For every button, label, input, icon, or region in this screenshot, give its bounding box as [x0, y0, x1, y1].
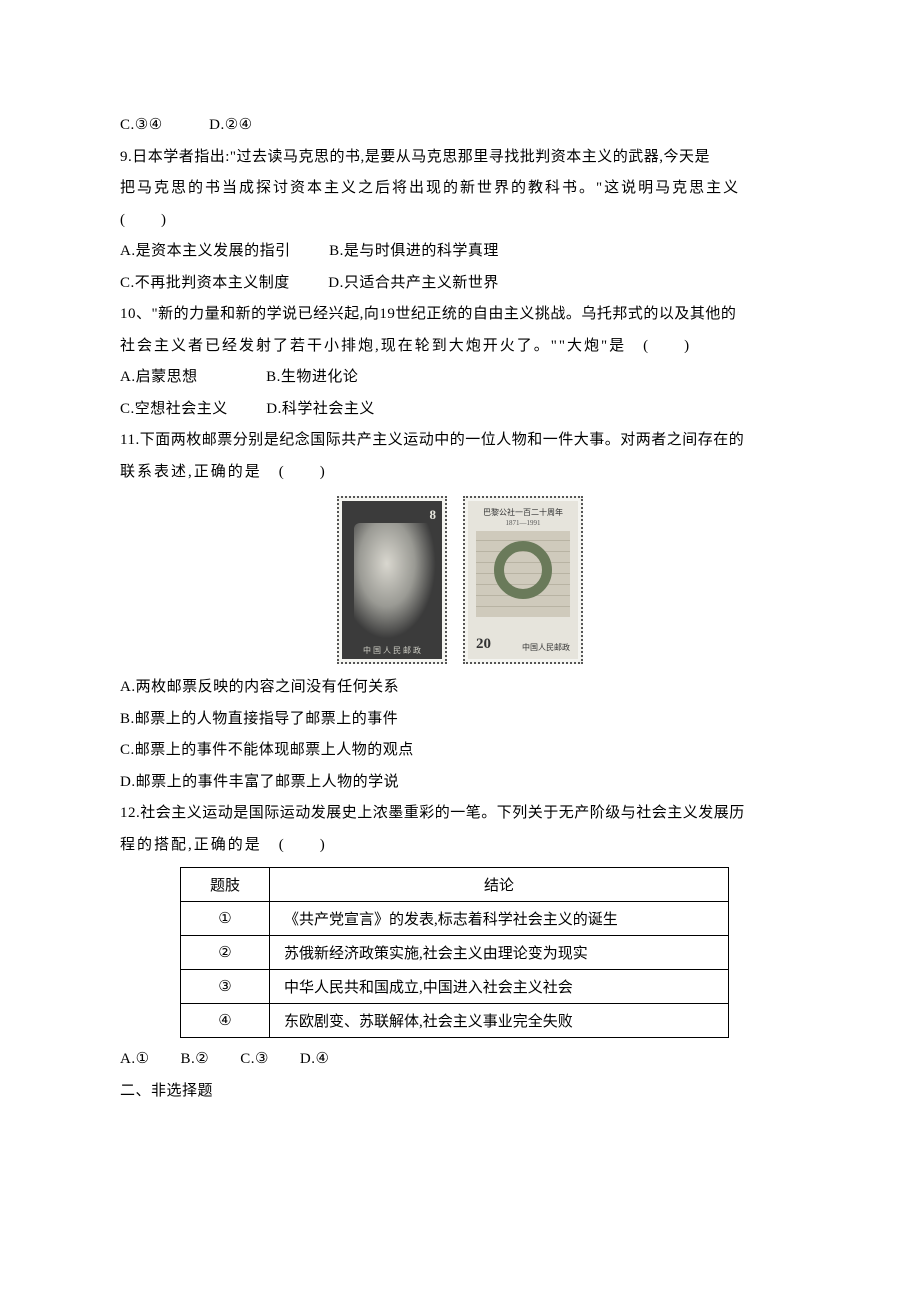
- q10-option-a: A.启蒙思想: [120, 369, 198, 385]
- q10-options-ab: A.启蒙思想 B.生物进化论: [120, 362, 800, 394]
- q12-stem-line2: 程的搭配,正确的是 ( ): [120, 830, 800, 862]
- table-row: ③ 中华人民共和国成立,中国进入社会主义社会: [181, 970, 729, 1004]
- stamp-right-image: 巴黎公社一百二十周年 1871—1991 20 中国人民邮政: [468, 501, 578, 659]
- q9-stem-line1: 9.日本学者指出:"过去读马克思的书,是要从马克思那里寻找批判资本主义的武器,今…: [120, 142, 800, 174]
- table-header-key: 题肢: [181, 868, 270, 902]
- q10-option-c: C.空想社会主义: [120, 401, 228, 417]
- section-2-heading: 二、非选择题: [120, 1076, 800, 1108]
- stamp-right-years: 1871—1991: [468, 519, 578, 527]
- stamp-left-frame: 8 中 国 人 民 邮 政: [337, 496, 447, 664]
- q9-options-ab: A.是资本主义发展的指引 B.是与时俱进的科学真理: [120, 236, 800, 268]
- q9-option-d: D.只适合共产主义新世界: [328, 275, 499, 291]
- wreath-icon: [494, 541, 552, 599]
- q9-stem-line2: 把马克思的书当成探讨资本主义之后将出现的新世界的教科书。"这说明马克思主义 ( …: [120, 173, 800, 236]
- table-cell-key: ④: [181, 1004, 270, 1038]
- table-cell-val: 中华人民共和国成立,中国进入社会主义社会: [270, 970, 729, 1004]
- q11-stem-line1: 11.下面两枚邮票分别是纪念国际共产主义运动中的一位人物和一件大事。对两者之间存…: [120, 425, 800, 457]
- table-row: ② 苏俄新经济政策实施,社会主义由理论变为现实: [181, 936, 729, 970]
- stamp-left-caption: 中 国 人 民 邮 政: [342, 645, 442, 656]
- q9-options-cd: C.不再批判资本主义制度 D.只适合共产主义新世界: [120, 268, 800, 300]
- stamp-left-value: 8: [430, 507, 437, 523]
- q9-option-c: C.不再批判资本主义制度: [120, 275, 290, 291]
- q10-stem-line1: 10、"新的力量和新的学说已经兴起,向19世纪正统的自由主义挑战。乌托邦式的以及…: [120, 299, 800, 331]
- q11-option-c: C.邮票上的事件不能体现邮票上人物的观点: [120, 735, 800, 767]
- document-page: C.③④ D.②④ 9.日本学者指出:"过去读马克思的书,是要从马克思那里寻找批…: [0, 0, 920, 1302]
- stamp-right-issuer: 中国人民邮政: [522, 642, 570, 653]
- q11-option-b: B.邮票上的人物直接指导了邮票上的事件: [120, 704, 800, 736]
- table-header-val: 结论: [270, 868, 729, 902]
- q9-option-b: B.是与时俱进的科学真理: [329, 243, 499, 259]
- q11-stem-line2: 联系表述,正确的是 ( ): [120, 457, 800, 489]
- table-cell-key: ①: [181, 902, 270, 936]
- q11-option-a: A.两枚邮票反映的内容之间没有任何关系: [120, 672, 800, 704]
- q8-options-cd: C.③④ D.②④: [120, 110, 800, 142]
- q12-stem-line1: 12.社会主义运动是国际运动发展史上浓墨重彩的一笔。下列关于无产阶级与社会主义发…: [120, 798, 800, 830]
- stamp-left: 8 中 国 人 民 邮 政: [337, 496, 447, 664]
- table-cell-val: 苏俄新经济政策实施,社会主义由理论变为现实: [270, 936, 729, 970]
- table-row: ④ 东欧剧变、苏联解体,社会主义事业完全失败: [181, 1004, 729, 1038]
- q12-table: 题肢 结论 ① 《共产党宣言》的发表,标志着科学社会主义的诞生 ② 苏俄新经济政…: [180, 867, 729, 1038]
- table-cell-val: 东欧剧变、苏联解体,社会主义事业完全失败: [270, 1004, 729, 1038]
- stamp-right-frame: 巴黎公社一百二十周年 1871—1991 20 中国人民邮政: [463, 496, 583, 664]
- table-cell-key: ②: [181, 936, 270, 970]
- stamp-right: 巴黎公社一百二十周年 1871—1991 20 中国人民邮政: [463, 496, 583, 664]
- q10-options-cd: C.空想社会主义 D.科学社会主义: [120, 394, 800, 426]
- table-row: ① 《共产党宣言》的发表,标志着科学社会主义的诞生: [181, 902, 729, 936]
- q11-stamp-row: 8 中 国 人 民 邮 政 巴黎公社一百二十周年 1871—1991 20 中国…: [120, 496, 800, 664]
- table-cell-key: ③: [181, 970, 270, 1004]
- q10-option-d: D.科学社会主义: [266, 401, 375, 417]
- q12-options: A.① B.② C.③ D.④: [120, 1044, 800, 1076]
- q11-option-d: D.邮票上的事件丰富了邮票上人物的学说: [120, 767, 800, 799]
- stamp-right-value: 20: [476, 636, 491, 653]
- stamp-left-image: 8 中 国 人 民 邮 政: [342, 501, 442, 659]
- table-header-row: 题肢 结论: [181, 868, 729, 902]
- q10-option-b: B.生物进化论: [266, 369, 358, 385]
- marx-portrait-icon: [354, 523, 436, 639]
- q9-option-a: A.是资本主义发展的指引: [120, 243, 291, 259]
- stamp-right-title: 巴黎公社一百二十周年: [468, 507, 578, 518]
- q10-stem-line2: 社会主义者已经发射了若干小排炮,现在轮到大炮开火了。""大炮"是 ( ): [120, 331, 800, 363]
- table-cell-val: 《共产党宣言》的发表,标志着科学社会主义的诞生: [270, 902, 729, 936]
